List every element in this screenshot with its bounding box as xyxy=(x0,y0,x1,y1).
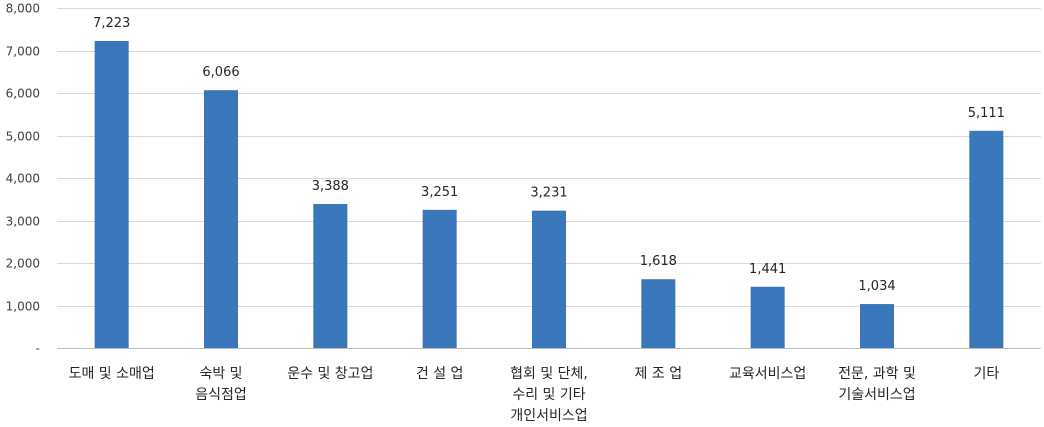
y-tick-label: 1,000 xyxy=(6,300,40,314)
category-label: 도매 및 소매업 xyxy=(69,366,155,382)
y-tick-label: 6,000 xyxy=(6,87,40,101)
category-label: 건 설 업 xyxy=(416,366,464,382)
data-label: 3,388 xyxy=(312,179,349,194)
category-label: 제 조 업 xyxy=(635,366,683,382)
y-tick-label: 4,000 xyxy=(6,172,40,186)
category-label: 음식점업 xyxy=(195,387,247,403)
category-label: 숙박 및 xyxy=(199,366,242,382)
data-label: 1,618 xyxy=(640,254,677,269)
category-label: 교육서비스업 xyxy=(729,366,806,382)
data-label: 3,231 xyxy=(530,186,567,201)
y-tick-label: - xyxy=(36,342,40,356)
data-labels: 7,223 6,066 3,388 3,251 3,231 1,618 1,441 1,034… xyxy=(93,16,1005,294)
category-label: 기술서비스업 xyxy=(838,387,915,403)
y-axis-ticks: - 1,000 2,000 3,000 4,000 5,000 6,000 7,000 8,00… xyxy=(6,2,40,356)
category-label: 개인서비스업 xyxy=(510,408,587,424)
bar xyxy=(532,210,566,348)
bar xyxy=(641,279,676,348)
bar xyxy=(204,90,238,348)
y-tick-label: 3,000 xyxy=(6,215,40,229)
data-label: 6,066 xyxy=(202,65,239,80)
y-tick-label: 7,000 xyxy=(6,45,40,59)
y-tick-label: 8,000 xyxy=(6,2,40,16)
bar xyxy=(860,304,894,348)
data-label: 1,034 xyxy=(858,279,895,294)
data-label: 3,251 xyxy=(421,185,458,200)
bars xyxy=(94,41,1004,349)
data-label: 1,441 xyxy=(749,262,786,277)
category-label: 수리 및 기타 xyxy=(512,387,585,403)
y-tick-label: 5,000 xyxy=(6,130,40,144)
data-label: 5,111 xyxy=(968,106,1005,121)
category-label: 기타 xyxy=(973,366,999,382)
category-label: 운수 및 창고업 xyxy=(287,366,373,382)
bar xyxy=(94,41,129,349)
y-tick-label: 2,000 xyxy=(6,257,40,271)
category-label: 전문, 과학 및 xyxy=(838,366,916,382)
bar xyxy=(750,286,785,348)
bar xyxy=(313,204,348,348)
data-label: 7,223 xyxy=(93,16,130,31)
category-label: 협회 및 단체, xyxy=(510,366,588,382)
bar xyxy=(422,209,457,348)
bar xyxy=(969,130,1004,348)
